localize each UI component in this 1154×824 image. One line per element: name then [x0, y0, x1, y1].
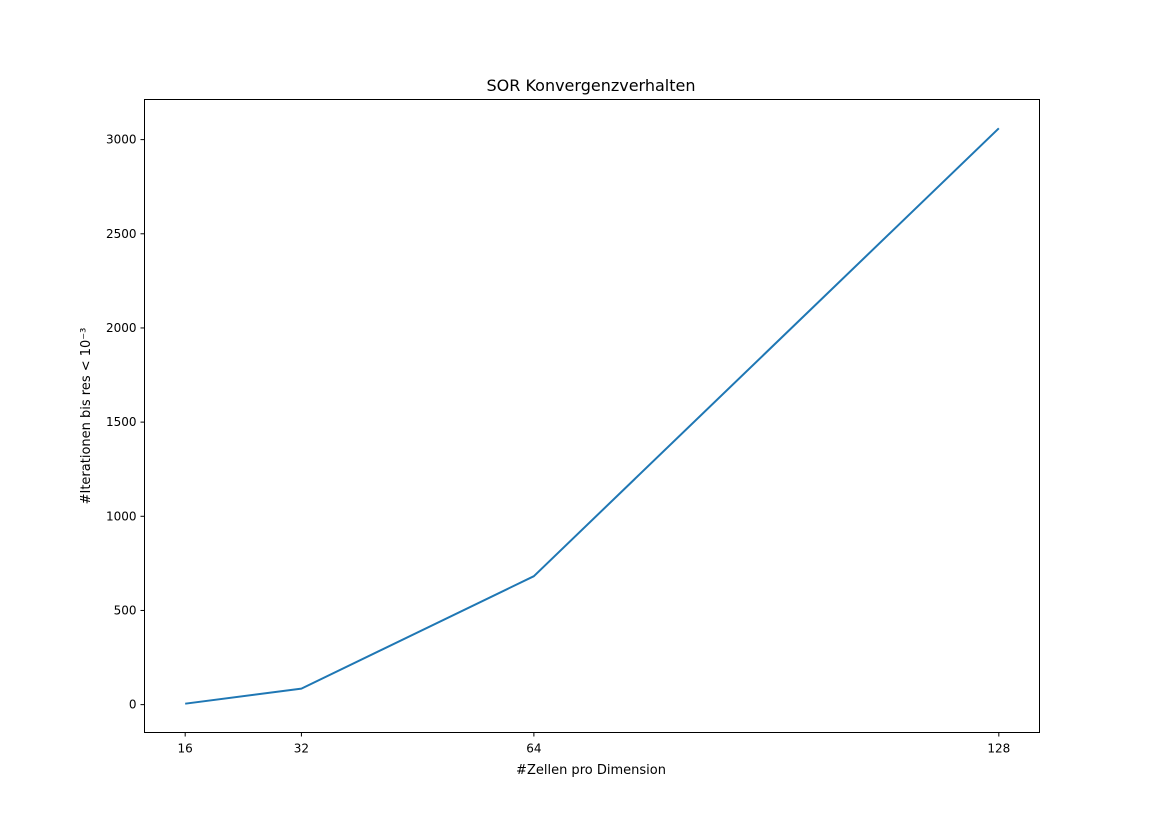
y-tick-label: 500	[114, 603, 137, 617]
x-axis: 16 32 64 128	[178, 732, 1010, 756]
y-axis: 0 500 1000 1500 2000 2500 3000	[106, 133, 145, 712]
x-axis-label: #Zellen pro Dimension	[516, 763, 666, 778]
x-tick-label: 16	[178, 742, 193, 756]
plot-area	[144, 99, 1040, 733]
series-line	[185, 127, 1000, 705]
x-tick-label: 64	[526, 742, 541, 756]
chart-title: SOR Konvergenzverhalten	[487, 76, 696, 95]
series-group	[185, 127, 1000, 705]
y-tick-label: 1500	[106, 415, 137, 429]
y-axis-label: #Iterationen bis res < 10⁻³	[79, 328, 94, 505]
y-tick-label: 1000	[106, 509, 137, 523]
x-tick-label: 128	[987, 742, 1010, 756]
x-tick-label: 32	[294, 742, 309, 756]
y-tick-label: 0	[129, 698, 137, 712]
y-tick-label: 2000	[106, 321, 137, 335]
y-tick-label: 3000	[106, 133, 137, 147]
y-tick-label: 2500	[106, 227, 137, 241]
